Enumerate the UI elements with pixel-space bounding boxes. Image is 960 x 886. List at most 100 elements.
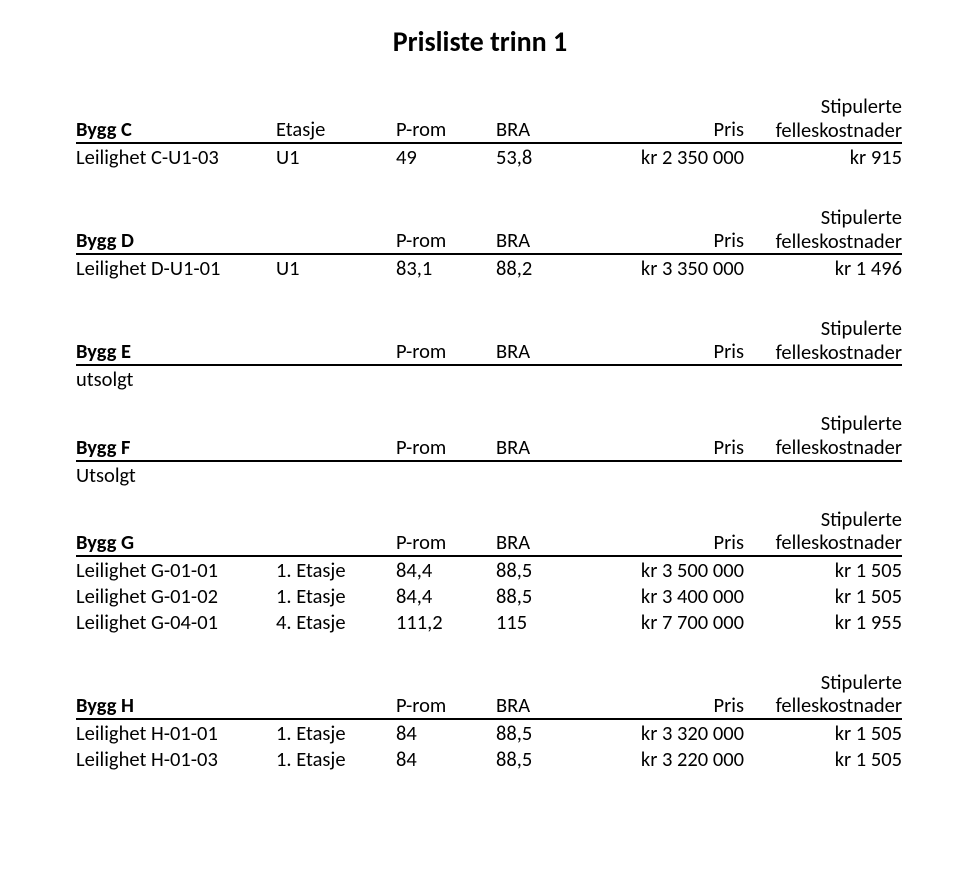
cell-fk: kr 915 [762,143,902,170]
col-pris: Pris [586,412,762,460]
table-row: Leilighet H-01-03 1. Etasje 84 88,5 kr 3… [76,746,902,772]
section-bygg-h: Bygg H P-rom BRA Pris Stipulerte fellesk… [76,671,884,772]
col-etasje-empty [276,508,396,556]
section-label: Bygg H [76,671,276,719]
stipulerte-label: Stipulerte [762,317,902,341]
col-pris: Pris [586,508,762,556]
col-fk: Stipulerte felleskostnader [762,508,902,556]
cell-etasje: 4. Etasje [276,609,396,635]
col-fk: Stipulerte felleskostnader [762,95,902,143]
col-bra: BRA [496,95,586,143]
cell-bra: 88,5 [496,719,586,746]
cell-pris: kr 3 350 000 [586,254,762,281]
col-prom: P-rom [396,206,496,254]
cell-name: Leilighet H-01-03 [76,746,276,772]
cell-name: Leilighet G-01-01 [76,556,276,583]
section-bygg-f: Bygg F P-rom BRA Pris Stipulerte fellesk… [76,412,884,487]
stipulerte-label: Stipulerte [762,206,902,230]
table-row: Leilighet G-04-01 4. Etasje 111,2 115 kr… [76,609,902,635]
header-row: Bygg H P-rom BRA Pris Stipulerte fellesk… [76,671,902,719]
cell-bra: 88,5 [496,746,586,772]
table-bygg-c: Bygg C Etasje P-rom BRA Pris Stipulerte … [76,95,902,170]
stipulerte-label: Stipulerte [762,412,902,436]
table-row: Leilighet C-U1-03 U1 49 53,8 kr 2 350 00… [76,143,902,170]
table-bygg-e: Bygg E P-rom BRA Pris Stipulerte fellesk… [76,317,902,392]
col-pris: Pris [586,317,762,365]
cell-prom: 111,2 [396,609,496,635]
section-label: Bygg E [76,317,276,365]
table-row: Leilighet H-01-01 1. Etasje 84 88,5 kr 3… [76,719,902,746]
table-bygg-d: Bygg D P-rom BRA Pris Stipulerte fellesk… [76,206,902,281]
table-bygg-g: Bygg G P-rom BRA Pris Stipulerte fellesk… [76,508,902,635]
cell-name: Leilighet H-01-01 [76,719,276,746]
table-bygg-f: Bygg F P-rom BRA Pris Stipulerte fellesk… [76,412,902,487]
felleskostnader-label: felleskostnader [762,230,902,254]
col-bra: BRA [496,317,586,365]
cell-pris: kr 3 500 000 [586,556,762,583]
cell-bra: 88,2 [496,254,586,281]
col-bra: BRA [496,412,586,460]
table-bygg-h: Bygg H P-rom BRA Pris Stipulerte fellesk… [76,671,902,772]
cell-etasje: 1. Etasje [276,583,396,609]
status-label: Utsolgt [76,461,276,488]
section-bygg-g: Bygg G P-rom BRA Pris Stipulerte fellesk… [76,508,884,635]
page-title: Prisliste trinn 1 [76,24,884,59]
cell-pris: kr 2 350 000 [586,143,762,170]
felleskostnader-label: felleskostnader [762,694,902,718]
felleskostnader-label: felleskostnader [762,436,902,460]
col-fk: Stipulerte felleskostnader [762,206,902,254]
header-row: Bygg E P-rom BRA Pris Stipulerte fellesk… [76,317,902,365]
cell-pris: kr 7 700 000 [586,609,762,635]
table-row: Leilighet G-01-01 1. Etasje 84,4 88,5 kr… [76,556,902,583]
cell-bra: 53,8 [496,143,586,170]
table-row: Leilighet G-01-02 1. Etasje 84,4 88,5 kr… [76,583,902,609]
section-label: Bygg G [76,508,276,556]
col-prom: P-rom [396,508,496,556]
cell-fk: kr 1 505 [762,719,902,746]
cell-name: Leilighet G-01-02 [76,583,276,609]
page: Prisliste trinn 1 Bygg C Etasje P-rom BR… [0,0,960,886]
section-label: Bygg F [76,412,276,460]
col-pris: Pris [586,206,762,254]
table-row: Leilighet D-U1-01 U1 83,1 88,2 kr 3 350 … [76,254,902,281]
cell-pris: kr 3 320 000 [586,719,762,746]
status-row: utsolgt [76,365,902,392]
cell-bra: 88,5 [496,556,586,583]
header-row: Bygg F P-rom BRA Pris Stipulerte fellesk… [76,412,902,460]
col-bra: BRA [496,671,586,719]
cell-prom: 84,4 [396,583,496,609]
cell-name: Leilighet D-U1-01 [76,254,276,281]
cell-fk: kr 1 505 [762,556,902,583]
col-pris: Pris [586,95,762,143]
col-etasje-empty [276,317,396,365]
cell-etasje: 1. Etasje [276,746,396,772]
cell-prom: 84 [396,746,496,772]
cell-etasje: U1 [276,143,396,170]
cell-pris: kr 3 400 000 [586,583,762,609]
col-prom: P-rom [396,412,496,460]
status-row: Utsolgt [76,461,902,488]
felleskostnader-label: felleskostnader [762,119,902,143]
section-bygg-d: Bygg D P-rom BRA Pris Stipulerte fellesk… [76,206,884,281]
col-prom: P-rom [396,671,496,719]
stipulerte-label: Stipulerte [762,95,902,119]
col-etasje-empty [276,671,396,719]
header-row: Bygg G P-rom BRA Pris Stipulerte fellesk… [76,508,902,556]
cell-pris: kr 3 220 000 [586,746,762,772]
section-label: Bygg D [76,206,276,254]
cell-fk: kr 1 496 [762,254,902,281]
col-prom: P-rom [396,317,496,365]
section-bygg-e: Bygg E P-rom BRA Pris Stipulerte fellesk… [76,317,884,392]
felleskostnader-label: felleskostnader [762,341,902,365]
col-pris: Pris [586,671,762,719]
section-label: Bygg C [76,95,276,143]
cell-etasje: 1. Etasje [276,719,396,746]
cell-etasje: 1. Etasje [276,556,396,583]
stipulerte-label: Stipulerte [762,508,902,532]
section-bygg-c: Bygg C Etasje P-rom BRA Pris Stipulerte … [76,95,884,170]
cell-fk: kr 1 955 [762,609,902,635]
cell-name: Leilighet G-04-01 [76,609,276,635]
cell-prom: 84,4 [396,556,496,583]
col-etasje-empty [276,206,396,254]
cell-bra: 88,5 [496,583,586,609]
